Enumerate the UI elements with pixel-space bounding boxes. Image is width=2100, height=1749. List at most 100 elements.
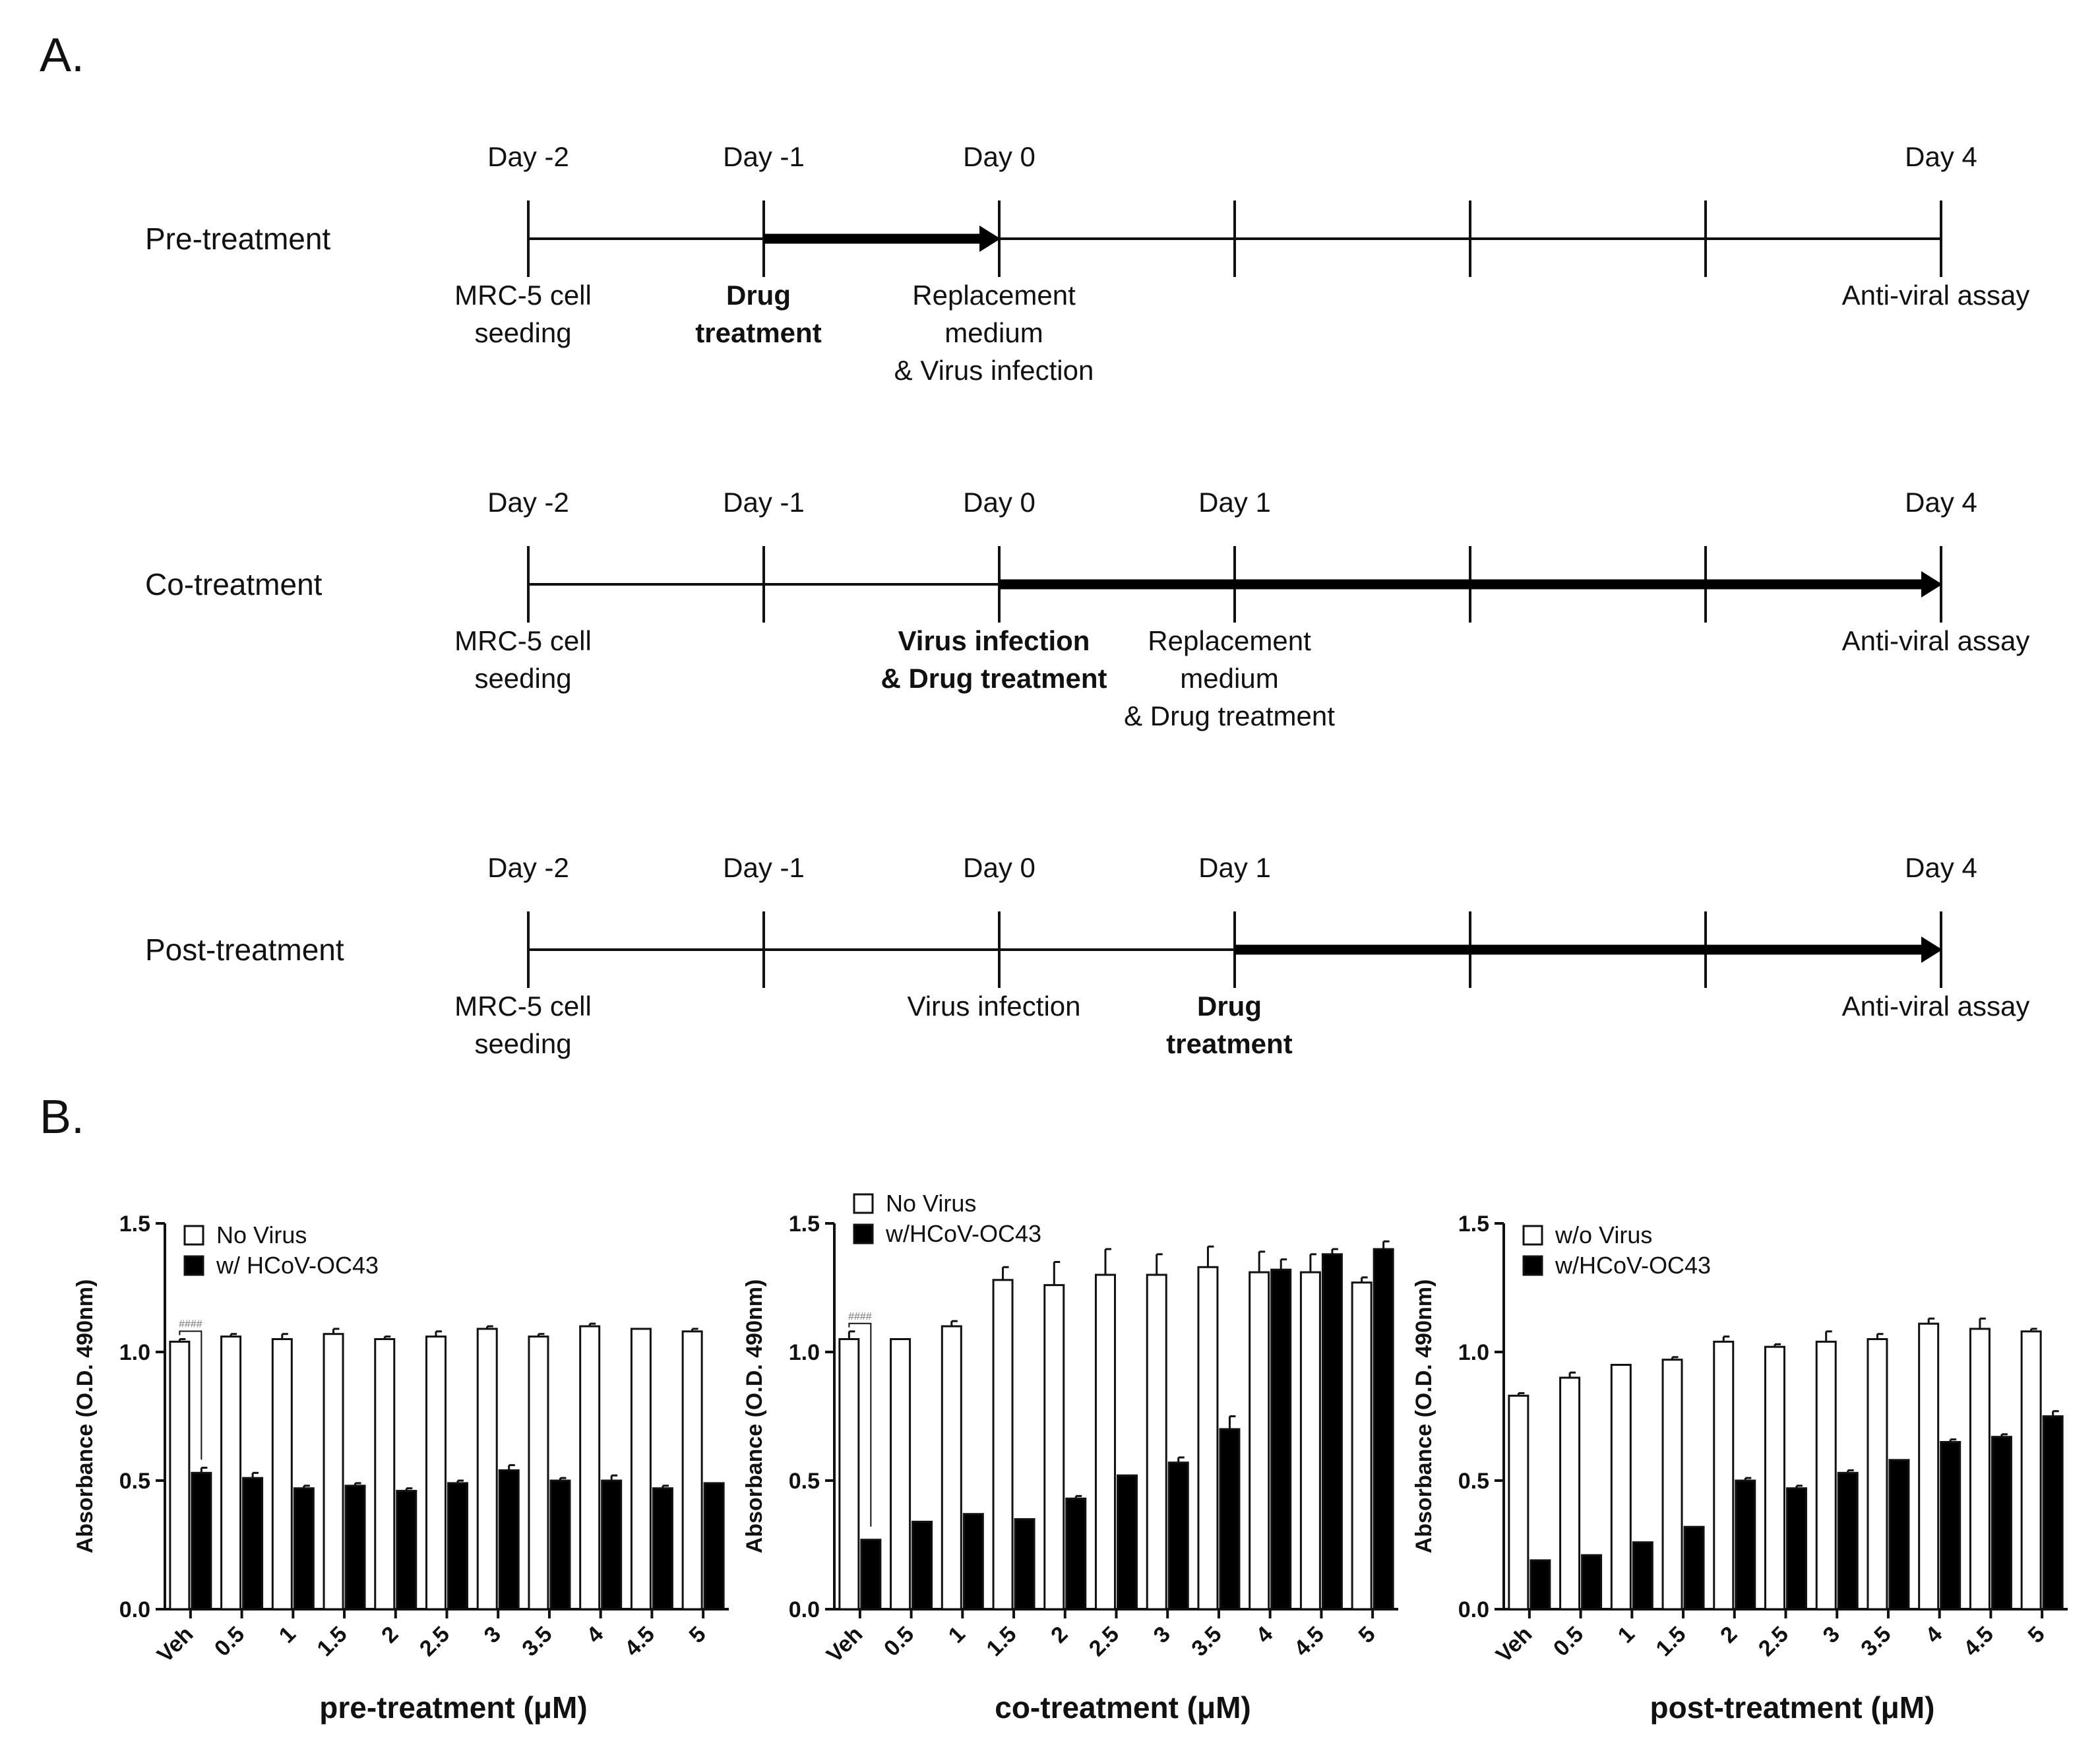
x-tick-label: 2.5	[1084, 1622, 1124, 1661]
day-label: Day -1	[723, 141, 805, 172]
bar-virus	[1529, 1559, 1551, 1611]
y-tick-label: 1.5	[1458, 1212, 1489, 1237]
timeline-label: Pre-treatment	[145, 222, 330, 256]
bar-virus	[652, 1487, 673, 1611]
bar-no-virus	[1095, 1273, 1116, 1611]
x-tick-label: Veh	[1491, 1622, 1537, 1668]
x-tick-label: 1.5	[1651, 1622, 1690, 1661]
significance-bracket	[179, 1330, 202, 1460]
bar-virus	[396, 1490, 417, 1611]
bar-virus	[1786, 1487, 1807, 1611]
legend-swatch	[1522, 1255, 1543, 1276]
annotation-line: Virus infection	[898, 625, 1090, 656]
bar-no-virus	[220, 1335, 242, 1611]
y-axis-label: Absorbance (O.D. 490nm)	[1411, 1279, 1436, 1554]
bar-no-virus	[374, 1338, 396, 1611]
x-tick-label: 1	[274, 1622, 301, 1648]
bar-no-virus	[1918, 1322, 1940, 1611]
legend-entry: No Virus	[886, 1190, 976, 1217]
significance-bracket	[848, 1322, 872, 1527]
y-tick-label: 0.5	[1458, 1469, 1489, 1494]
legend-entry: w/ HCoV-OC43	[216, 1252, 379, 1279]
legend-swatch	[853, 1223, 874, 1244]
legend-entry: w/HCoV-OC43	[1555, 1252, 1711, 1279]
day-label: Day -1	[723, 852, 805, 883]
bar-virus	[1683, 1525, 1705, 1611]
bar-virus	[703, 1482, 725, 1611]
annotation-line: treatment	[1166, 1028, 1292, 1059]
bar-no-virus	[579, 1325, 601, 1611]
bar-no-virus	[890, 1338, 911, 1611]
bar-no-virus	[1043, 1284, 1065, 1611]
bar-no-virus	[992, 1279, 1014, 1611]
timeline-annotation: Drug treatment	[1166, 991, 1292, 1059]
treatment-arrow-head	[1921, 936, 1942, 963]
bar-no-virus	[1299, 1271, 1321, 1611]
timeline-annotation: Virus infection & Drug treatment	[880, 625, 1107, 694]
bar-no-virus	[1713, 1340, 1735, 1611]
y-axis-label: Absorbance (O.D. 490nm)	[742, 1279, 767, 1554]
annotation-line: MRC-5 cell	[454, 991, 592, 1022]
annotation-line: Drug	[1197, 991, 1262, 1022]
timeline-annotation: MRC-5 cell seeding	[454, 280, 592, 348]
bar-no-virus	[323, 1333, 344, 1611]
y-tick-label: 1.5	[789, 1212, 820, 1237]
bar-no-virus	[1249, 1271, 1270, 1611]
x-tick-label: 0.5	[1549, 1622, 1588, 1661]
x-tick-label: 4	[1921, 1622, 1947, 1648]
bar-virus	[242, 1477, 264, 1611]
x-tick-label: 1	[944, 1622, 970, 1648]
x-tick-label: 4.5	[1289, 1622, 1329, 1661]
legend-entry: No Virus	[216, 1221, 307, 1248]
bar-virus	[1837, 1471, 1859, 1611]
legend-entry: w/HCoV-OC43	[885, 1220, 1041, 1247]
x-tick-label: 3.5	[1187, 1622, 1226, 1661]
x-tick-label: 2	[1715, 1622, 1742, 1648]
day-label: Day -2	[487, 487, 569, 518]
bar-virus	[1735, 1479, 1756, 1611]
annotation-line: Replacement	[1148, 625, 1311, 656]
annotation-line: medium	[944, 317, 1043, 348]
bar-virus	[1991, 1436, 2012, 1611]
bar-no-virus	[941, 1325, 962, 1611]
bar-no-virus	[169, 1340, 191, 1611]
bar-chart: 0.0 0.5 1.0 1.5 Absorbance (O.D. 490nm) Veh 0.…	[73, 1212, 729, 1725]
bar-virus	[1167, 1461, 1189, 1611]
day-label: Day 1	[1198, 852, 1271, 883]
timeline-annotation: Virus infection	[907, 991, 1080, 1022]
x-tick-label: 1.5	[312, 1622, 352, 1661]
bar-virus	[1373, 1248, 1394, 1611]
legend-swatch	[183, 1225, 204, 1246]
timeline-annotation: MRC-5 cell seeding	[454, 991, 592, 1059]
annotation-line: & Drug treatment	[1124, 700, 1335, 731]
bar-virus	[447, 1482, 468, 1611]
day-label: Day -2	[487, 852, 569, 883]
x-tick-label: 3.5	[1856, 1622, 1896, 1661]
bar-no-virus	[681, 1330, 703, 1611]
y-axis-label: Absorbance (O.D. 490nm)	[73, 1279, 98, 1554]
bar-virus	[1065, 1497, 1087, 1611]
panel-b-label: B.	[40, 1091, 84, 1144]
y-tick-label: 0.5	[119, 1469, 150, 1494]
annotation-line: Anti-viral assay	[1842, 280, 2030, 311]
bar-virus	[1632, 1541, 1653, 1611]
bar-virus	[1270, 1268, 1292, 1611]
bar-no-virus	[1197, 1266, 1219, 1611]
annotation-line: Anti-viral assay	[1842, 991, 2030, 1022]
day-label: Day 4	[1905, 487, 1977, 518]
x-tick-label: 1	[1613, 1622, 1640, 1648]
timeline-annotation: Drug treatment	[695, 280, 821, 348]
treatment-arrow-head	[979, 226, 1001, 252]
timeline-row: Post-treatment Day -2 Day -1 Day 0 Day 1 Day …	[145, 852, 2029, 1059]
x-tick-label: 0.5	[210, 1622, 249, 1661]
bar-no-virus	[1661, 1359, 1683, 1611]
bar-no-virus	[1559, 1376, 1581, 1611]
annotation-line: MRC-5 cell	[454, 625, 592, 656]
timeline-annotation: Replacement medium & Virus infection	[894, 280, 1094, 386]
bar-no-virus	[630, 1328, 652, 1611]
bar-no-virus	[1815, 1340, 1837, 1611]
annotation-line: & Virus infection	[894, 355, 1094, 386]
bar-virus	[860, 1539, 882, 1611]
bar-no-virus	[1146, 1273, 1167, 1611]
